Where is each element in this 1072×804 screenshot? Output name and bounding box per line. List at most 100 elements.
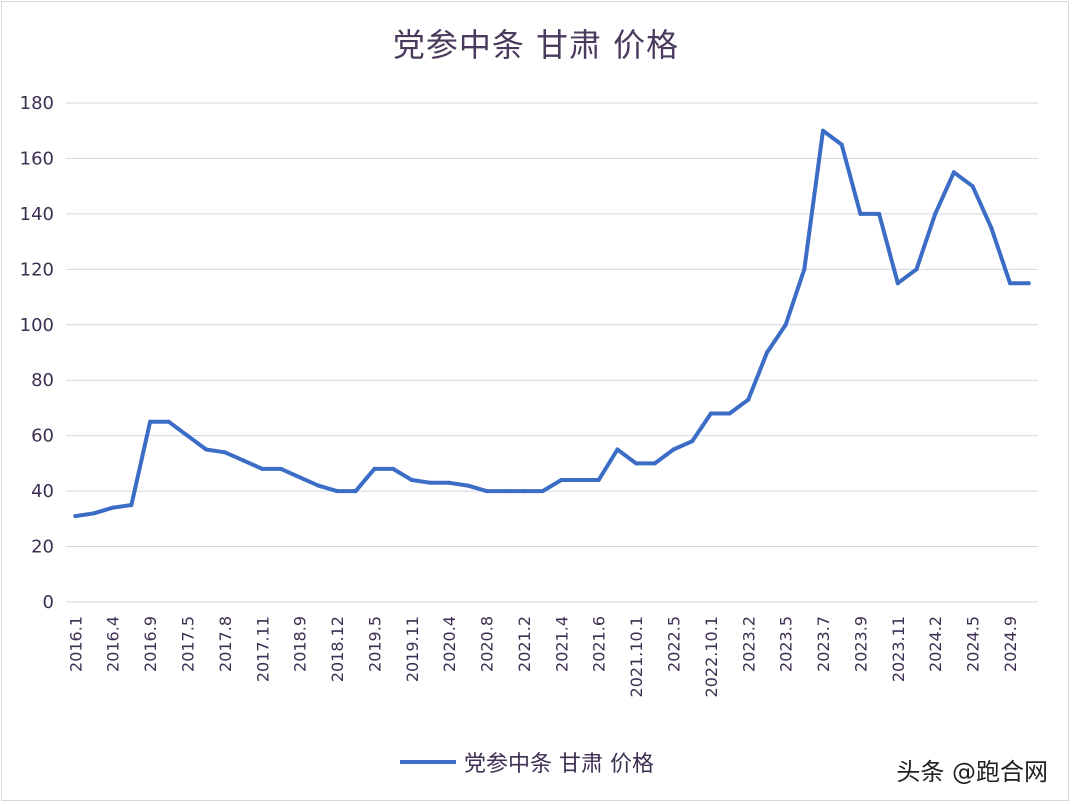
legend-swatch <box>400 760 456 764</box>
data-point <box>278 466 283 471</box>
data-point <box>540 489 545 494</box>
data-point <box>185 433 190 438</box>
data-point <box>204 447 209 452</box>
data-point <box>708 411 713 416</box>
data-point <box>652 461 657 466</box>
series-line <box>73 128 1031 519</box>
data-point <box>764 350 769 355</box>
data-point <box>166 419 171 424</box>
data-point <box>484 489 489 494</box>
data-point <box>596 478 601 483</box>
data-point <box>746 397 751 402</box>
y-tick-label: 20 <box>31 537 54 558</box>
data-point <box>409 478 414 483</box>
gridlines <box>66 102 1038 603</box>
x-tick-label: 2023.7 <box>814 616 833 672</box>
data-point <box>129 502 134 507</box>
data-point <box>802 267 807 272</box>
x-tick-label: 2023.2 <box>739 616 758 672</box>
data-point <box>222 450 227 455</box>
data-point <box>559 478 564 483</box>
data-point <box>839 142 844 147</box>
y-tick-label: 180 <box>20 93 54 114</box>
data-point <box>895 281 900 286</box>
data-point <box>970 184 975 189</box>
x-tick-label: 2020.4 <box>440 616 459 672</box>
data-point <box>297 475 302 480</box>
data-point <box>858 211 863 216</box>
y-tick-label: 40 <box>31 481 54 502</box>
data-point <box>372 466 377 471</box>
x-tick-label: 2017.8 <box>216 616 235 672</box>
data-point <box>634 461 639 466</box>
data-point <box>690 439 695 444</box>
data-point <box>671 447 676 452</box>
data-point <box>615 447 620 452</box>
x-tick-label: 2019.11 <box>403 616 422 682</box>
series-layer <box>73 128 1031 519</box>
data-point <box>1026 281 1031 286</box>
data-point <box>877 211 882 216</box>
data-point <box>914 267 919 272</box>
y-tick-label: 60 <box>31 426 54 447</box>
x-tick-label: 2021.4 <box>552 616 571 672</box>
x-tick-label: 2024.9 <box>1001 616 1020 672</box>
y-tick-label: 140 <box>20 204 54 225</box>
x-tick-label: 2016.1 <box>66 616 85 672</box>
data-point <box>447 480 452 485</box>
x-tick-label: 2023.9 <box>851 616 870 672</box>
x-tick-label: 2024.5 <box>964 616 983 672</box>
y-tick-label: 100 <box>20 315 54 336</box>
data-point <box>92 511 97 516</box>
y-tick-label: 120 <box>20 259 54 280</box>
x-tick-label: 2022.10.1 <box>702 616 721 697</box>
y-axis-ticks: 0 20 40 60 80 100 120 140 160 180 <box>20 93 54 613</box>
data-point <box>521 489 526 494</box>
data-point <box>73 514 78 519</box>
x-tick-label: 2017.11 <box>253 616 272 682</box>
x-axis-ticks: 2016.1 2016.4 2016.9 2017.5 2017.8 2017.11 201… <box>66 616 1020 697</box>
legend: 党参中条 甘肃 价格 <box>400 746 654 778</box>
data-point <box>727 411 732 416</box>
x-tick-label: 2016.9 <box>141 616 160 672</box>
x-tick-label: 2019.5 <box>365 616 384 672</box>
chart-title: 党参中条 甘肃 价格 <box>392 26 680 64</box>
data-point <box>316 483 321 488</box>
data-point <box>465 483 470 488</box>
data-point <box>1007 281 1012 286</box>
x-tick-label: 2021.2 <box>515 616 534 672</box>
data-point <box>148 419 153 424</box>
data-point <box>428 480 433 485</box>
data-point <box>503 489 508 494</box>
x-tick-label: 2020.8 <box>478 616 497 672</box>
data-point <box>989 225 994 230</box>
data-point <box>391 466 396 471</box>
data-point <box>578 478 583 483</box>
x-tick-label: 2024.2 <box>926 616 945 672</box>
data-point <box>951 170 956 175</box>
x-tick-label: 2023.11 <box>889 616 908 682</box>
x-tick-label: 2022.5 <box>665 616 684 672</box>
legend-label: 党参中条 甘肃 价格 <box>464 752 654 777</box>
x-tick-label: 2016.4 <box>104 616 123 672</box>
watermark: 头条 @跑合网 <box>896 758 1048 786</box>
x-tick-label: 2023.5 <box>777 616 796 672</box>
y-tick-label: 80 <box>31 370 54 391</box>
y-tick-label: 0 <box>43 592 54 613</box>
x-tick-label: 2018.12 <box>328 616 347 682</box>
y-tick-label: 160 <box>20 148 54 169</box>
x-tick-label: 2018.9 <box>291 616 310 672</box>
data-point <box>783 322 788 327</box>
x-tick-label: 2017.5 <box>179 616 198 672</box>
x-tick-label: 2021.6 <box>590 616 609 672</box>
data-point <box>353 489 358 494</box>
data-point <box>110 505 115 510</box>
data-point <box>241 458 246 463</box>
x-tick-label: 2021.10.1 <box>627 616 646 697</box>
data-point <box>821 128 826 133</box>
data-point <box>335 489 340 494</box>
data-point <box>260 466 265 471</box>
data-point <box>933 211 938 216</box>
